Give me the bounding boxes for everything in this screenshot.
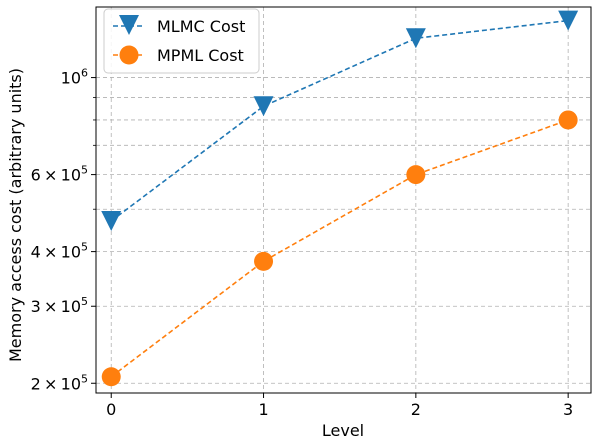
grid-layer (96, 7, 591, 393)
mlmc-cost-point (101, 210, 122, 231)
y-axis-label: Memory access cost (arbitrary units) (6, 68, 25, 362)
mpml-cost-point (254, 251, 274, 271)
legend-mpml-marker (119, 45, 139, 65)
x-tick-label: 2 (411, 400, 421, 419)
y-tick-label: 6 × 105 (31, 164, 88, 185)
mlmc-cost-line (110, 19, 569, 222)
mpml-cost-point (101, 367, 121, 387)
mlmc-cost-point (405, 28, 426, 49)
mlmc-cost-point (253, 96, 274, 117)
legend-box (103, 8, 260, 74)
series-layer (101, 10, 579, 387)
legend-mpml-label: MPML Cost (157, 46, 244, 65)
x-tick-label: 3 (563, 400, 573, 419)
y-tick-label: 3 × 105 (31, 295, 88, 316)
axis-layer: 0 1 2 3 2 × 105 3 × 105 4 × 105 6 × 105 106 (31, 67, 574, 419)
mpml-cost-point (558, 110, 578, 130)
legend-mlmc-label: MLMC Cost (157, 17, 245, 36)
y-tick-label: 106 (61, 67, 88, 88)
mpml-cost-line (110, 119, 569, 378)
x-tick-label: 0 (106, 400, 116, 419)
mpml-cost-point (406, 165, 426, 185)
y-tick-label: 2 × 105 (31, 372, 88, 393)
x-axis-label: Level (322, 421, 364, 440)
plot-frame (95, 6, 592, 394)
mlmc-cost-point (558, 10, 579, 31)
legend: MLMC Cost MPML Cost (103, 8, 260, 74)
y-tick-label: 4 × 105 (31, 241, 88, 262)
x-tick-label: 1 (258, 400, 268, 419)
legend-mlmc-marker (119, 15, 139, 35)
